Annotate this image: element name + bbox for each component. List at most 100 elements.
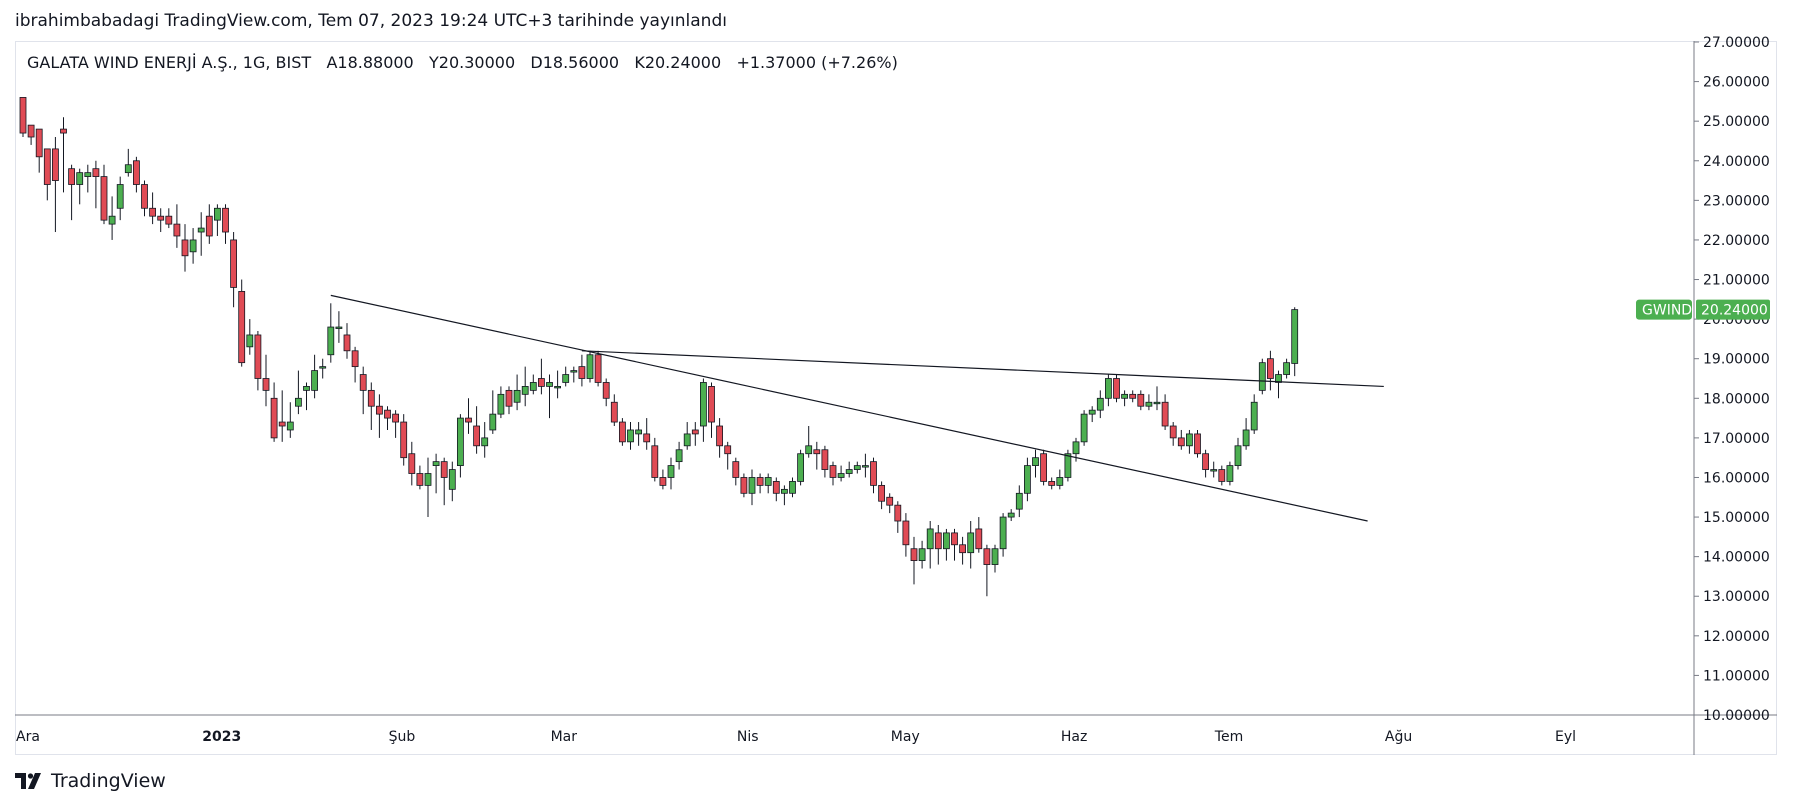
candle-up[interactable] xyxy=(683,433,691,447)
candle-down[interactable] xyxy=(878,484,885,502)
candle-down[interactable] xyxy=(181,239,189,257)
candle-down[interactable] xyxy=(465,417,472,423)
candle-down[interactable] xyxy=(19,97,27,134)
candle-down[interactable] xyxy=(910,548,918,562)
candle-down[interactable] xyxy=(870,461,877,486)
candle-up[interactable] xyxy=(1186,433,1193,447)
candle-down[interactable] xyxy=(238,291,246,364)
candle-down[interactable] xyxy=(359,374,367,391)
candle-up[interactable] xyxy=(1072,441,1080,455)
candle-down[interactable] xyxy=(1202,453,1209,470)
candle-up[interactable] xyxy=(586,354,594,379)
candle-down[interactable] xyxy=(132,160,140,185)
candle-up[interactable] xyxy=(335,326,343,329)
candle-down[interactable] xyxy=(934,532,942,550)
candle-up[interactable] xyxy=(1007,512,1015,518)
candle-down[interactable] xyxy=(829,465,837,478)
candle-up[interactable] xyxy=(1210,469,1218,472)
candle-down[interactable] xyxy=(772,481,780,494)
candle-down[interactable] xyxy=(367,389,375,407)
candle-down[interactable] xyxy=(262,378,270,391)
candle-down[interactable] xyxy=(821,449,829,470)
candle-down[interactable] xyxy=(894,504,902,522)
candle-down[interactable] xyxy=(602,382,610,399)
candle-down[interactable] xyxy=(619,421,626,443)
candle-down[interactable] xyxy=(1177,437,1185,447)
candle-down[interactable] xyxy=(983,548,991,565)
candle-down[interactable] xyxy=(375,405,383,415)
candle-up[interactable] xyxy=(837,473,845,478)
candle-down[interactable] xyxy=(716,425,723,447)
candle-down[interactable] xyxy=(254,334,262,379)
candle-up[interactable] xyxy=(286,421,294,431)
candle-up[interactable] xyxy=(967,532,975,554)
candle-up[interactable] xyxy=(943,532,950,550)
candle-down[interactable] xyxy=(1161,401,1169,427)
candle-down[interactable] xyxy=(756,477,764,486)
candle-down[interactable] xyxy=(27,124,35,138)
trendline[interactable] xyxy=(581,350,1384,388)
candle-down[interactable] xyxy=(1267,358,1274,379)
candle-down[interactable] xyxy=(392,413,400,423)
candle-down[interactable] xyxy=(643,433,651,443)
candle-down[interactable] xyxy=(902,520,910,546)
candle-down[interactable] xyxy=(732,461,740,478)
candle-down[interactable] xyxy=(343,334,351,352)
candle-up[interactable] xyxy=(521,386,529,395)
candle-up[interactable] xyxy=(124,164,132,174)
candle-down[interactable] xyxy=(384,409,391,419)
candle-down[interactable] xyxy=(505,389,513,407)
candle-down[interactable] xyxy=(959,544,966,554)
candle-up[interactable] xyxy=(781,488,788,494)
candle-down[interactable] xyxy=(951,532,958,546)
candle-up[interactable] xyxy=(319,366,327,369)
candle-up[interactable] xyxy=(667,465,675,478)
candle-up[interactable] xyxy=(918,548,926,562)
candle-down[interactable] xyxy=(100,176,108,221)
candle-up[interactable] xyxy=(1291,309,1299,364)
candle-down[interactable] xyxy=(157,215,165,221)
candle-up[interactable] xyxy=(805,445,813,455)
candle-down[interactable] xyxy=(60,128,67,134)
candle-up[interactable] xyxy=(999,516,1007,550)
candle-up[interactable] xyxy=(845,469,853,474)
candle-down[interactable] xyxy=(610,401,618,423)
trendline[interactable] xyxy=(330,294,1368,522)
candle-up[interactable] xyxy=(481,437,489,447)
candle-up[interactable] xyxy=(1121,393,1128,399)
candle-down[interactable] xyxy=(1169,425,1177,439)
candle-down[interactable] xyxy=(1194,433,1201,455)
candle-up[interactable] xyxy=(76,172,84,185)
candle-up[interactable] xyxy=(1088,409,1096,415)
candle-up[interactable] xyxy=(546,382,553,387)
candle-up[interactable] xyxy=(84,172,92,177)
candle-down[interactable] xyxy=(68,168,75,185)
candle-down[interactable] xyxy=(205,215,213,237)
candle-down[interactable] xyxy=(141,184,148,209)
candle-down[interactable] xyxy=(270,397,278,439)
candle-up[interactable] xyxy=(294,397,302,407)
candle-up[interactable] xyxy=(1096,397,1104,411)
candle-up[interactable] xyxy=(627,429,634,443)
candle-down[interactable] xyxy=(1048,481,1056,486)
candle-down[interactable] xyxy=(400,421,408,459)
candle-down[interactable] xyxy=(52,148,59,181)
candle-down[interactable] xyxy=(1137,393,1145,407)
candle-up[interactable] xyxy=(311,370,319,391)
candle-down[interactable] xyxy=(43,148,51,185)
candle-up[interactable] xyxy=(1250,401,1258,431)
candle-down[interactable] xyxy=(1040,453,1047,482)
candle-down[interactable] xyxy=(691,429,699,435)
candle-down[interactable] xyxy=(578,366,586,379)
candle-down[interactable] xyxy=(1113,378,1120,399)
candle-up[interactable] xyxy=(700,382,707,427)
candle-up[interactable] xyxy=(489,413,497,431)
candle-up[interactable] xyxy=(1015,492,1023,510)
candle-up[interactable] xyxy=(991,548,999,565)
candle-up[interactable] xyxy=(1226,465,1234,482)
candle-down[interactable] xyxy=(173,223,181,237)
candle-up[interactable] xyxy=(748,477,756,494)
candle-down[interactable] xyxy=(222,207,229,233)
candle-up[interactable] xyxy=(635,429,642,435)
